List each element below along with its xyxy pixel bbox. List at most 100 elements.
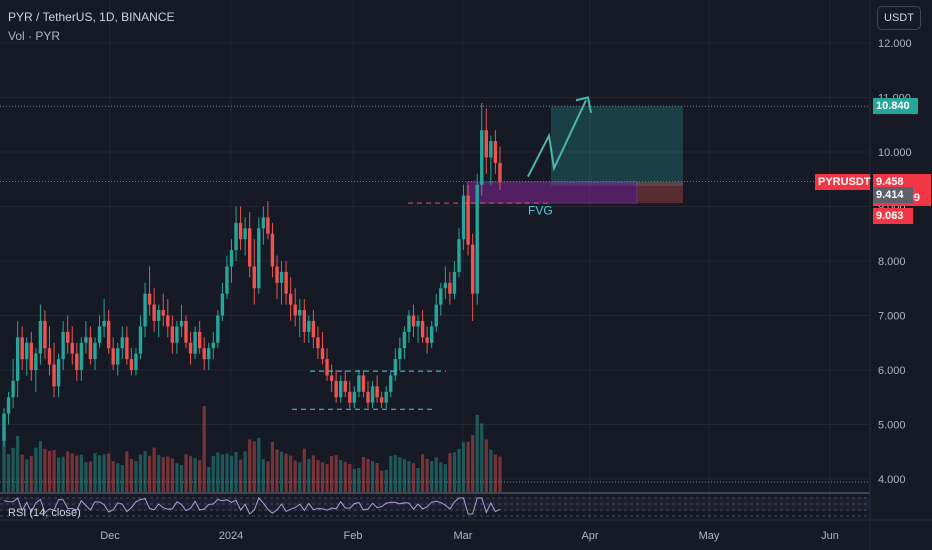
x-tick-label: 2024 <box>219 530 243 542</box>
volume-bars <box>2 406 502 492</box>
candle-body <box>157 310 161 321</box>
target-zone <box>551 106 683 186</box>
volume-bar <box>311 455 315 492</box>
stop-zone <box>637 181 683 204</box>
volume-bar <box>320 462 325 492</box>
candle-body <box>430 326 434 343</box>
candle-body <box>343 380 347 392</box>
volume-bar <box>302 448 306 492</box>
candle-body <box>93 342 97 360</box>
x-tick-label: May <box>699 530 720 542</box>
candle-body <box>43 320 47 349</box>
volume-bar <box>489 449 493 492</box>
volume-bar <box>47 450 52 492</box>
candle-body <box>125 337 129 360</box>
volume-bar <box>298 462 302 492</box>
candle-body <box>138 326 143 354</box>
volume-bar <box>116 463 120 492</box>
candle-body <box>15 337 20 381</box>
candle-body <box>493 141 498 163</box>
y-axis: 12.00011.00010.0009.0008.0007.0006.0005.… <box>869 0 912 550</box>
volume-bar <box>434 457 438 492</box>
x-tick-label: Dec <box>100 530 120 542</box>
candle-body <box>379 397 384 403</box>
grid <box>0 0 870 520</box>
volume-bar <box>202 406 206 492</box>
annotations: FVG <box>292 96 592 410</box>
last-price-tag: 9.458 <box>873 173 931 190</box>
volume-bar <box>366 459 370 492</box>
candle-body <box>75 353 79 370</box>
candle-body <box>229 250 234 267</box>
volume-bar <box>179 465 184 492</box>
y-tick-label: 10.000 <box>878 147 912 159</box>
volume-bar <box>20 454 24 492</box>
projection-path <box>527 99 587 177</box>
y-tick-label: 12.000 <box>878 38 912 50</box>
volume-bar <box>384 469 388 492</box>
candle-body <box>175 326 179 343</box>
candle-body <box>316 337 320 349</box>
volume-bar <box>38 441 42 492</box>
volume-bar <box>239 459 243 492</box>
candle-body <box>275 266 279 283</box>
candle-body <box>202 348 206 360</box>
candle-body <box>475 184 479 294</box>
volume-bar <box>61 456 65 492</box>
volume-bar <box>361 457 366 492</box>
candle-body <box>261 217 266 229</box>
volume-bar <box>225 453 229 492</box>
volume-bar <box>198 460 202 492</box>
volume-bar <box>138 454 143 492</box>
candle-body <box>97 326 102 343</box>
zones <box>466 106 683 204</box>
candle-body <box>238 222 243 240</box>
volume-bar <box>161 457 165 492</box>
candle-body <box>102 320 106 327</box>
volume-bar <box>257 437 261 492</box>
candle-body <box>207 348 211 360</box>
candle-body <box>443 282 448 289</box>
volume-bar <box>466 441 470 492</box>
volume-bar <box>261 459 265 492</box>
volume-bar <box>393 455 397 492</box>
candle-body <box>120 337 124 349</box>
candle-body <box>152 304 156 321</box>
volume-bar <box>270 442 275 492</box>
volume-bar <box>352 468 356 492</box>
candle-body <box>320 348 325 360</box>
volume-bar <box>330 456 334 492</box>
candle-body <box>20 337 24 360</box>
candle-body <box>370 386 375 403</box>
volume-bar <box>193 458 197 492</box>
currency-button[interactable]: USDT <box>877 6 921 30</box>
candle-body <box>325 359 329 376</box>
volume-legend: Vol · PYR <box>8 29 61 43</box>
volume-bar <box>120 465 124 492</box>
candle-body <box>70 342 74 354</box>
candle-body <box>466 195 470 245</box>
volume-bar <box>34 447 38 492</box>
volume-bar <box>43 448 47 492</box>
volume-bar <box>184 454 188 492</box>
volume-bar <box>457 448 461 492</box>
candle-body <box>384 391 388 403</box>
candle-body <box>293 304 297 316</box>
candle-body <box>407 315 411 332</box>
x-tick-label: Jun <box>821 530 839 542</box>
volume-bar <box>402 459 406 492</box>
volume-bar <box>357 468 361 492</box>
volume-bar <box>97 455 102 492</box>
volume-bar <box>125 451 129 492</box>
volume-bar <box>439 462 443 492</box>
fvg-label: FVG <box>528 204 553 218</box>
volume-bar <box>425 459 429 492</box>
volume-bar <box>421 454 425 492</box>
candle-body <box>480 130 484 185</box>
volume-bar <box>143 451 147 492</box>
volume-bar <box>348 464 352 492</box>
volume-bar <box>398 457 402 492</box>
candle-body <box>193 331 197 354</box>
volume-bar <box>370 461 375 492</box>
